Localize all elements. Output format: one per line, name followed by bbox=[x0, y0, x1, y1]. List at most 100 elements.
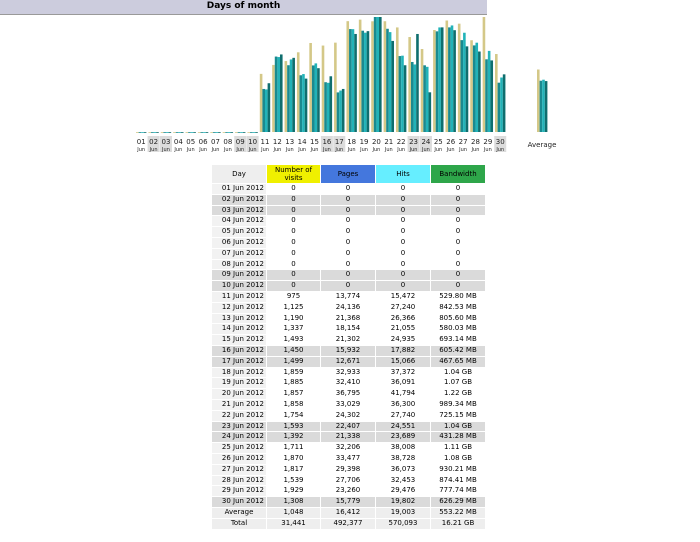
table-row: 22 Jun 2012 1,754 24,302 27,740 725.15 MB bbox=[211, 409, 486, 422]
bar-bandwidth bbox=[440, 27, 444, 133]
bar-hits bbox=[339, 90, 342, 132]
bar-hits bbox=[388, 32, 392, 132]
bandwidth-cell: 874.41 MB bbox=[430, 474, 486, 487]
bandwidth-cell: 1.08 GB bbox=[430, 452, 486, 465]
hits-cell: 0 bbox=[375, 236, 431, 249]
table-row: 17 Jun 2012 1,499 12,671 15,066 467.65 MB bbox=[211, 355, 486, 368]
bandwidth-cell: 777.74 MB bbox=[430, 485, 486, 498]
weekend-highlight bbox=[407, 136, 420, 152]
bar-pages bbox=[262, 88, 265, 132]
table-row: 19 Jun 2012 1,885 32,410 36,091 1.07 GB bbox=[211, 377, 486, 390]
bar-pages bbox=[386, 28, 389, 132]
bar-number-of-visits bbox=[272, 64, 275, 132]
table-row: 11 Jun 2012 975 13,774 15,472 529.80 MB bbox=[211, 290, 486, 303]
x-tick-sublabel: Jun bbox=[235, 147, 244, 153]
table-row: 04 Jun 2012 0 0 0 0 bbox=[211, 215, 486, 228]
bar-pages bbox=[274, 56, 278, 133]
day-cell: 27 Jun 2012 bbox=[211, 463, 267, 476]
pages-cell: 0 bbox=[320, 236, 376, 249]
visits-cell: 1,392 bbox=[266, 431, 321, 444]
bar-pages bbox=[435, 31, 439, 133]
day-cell: 11 Jun 2012 bbox=[211, 290, 267, 303]
bar-number-of-visits bbox=[284, 61, 288, 133]
day-cell: 23 Jun 2012 bbox=[211, 420, 267, 433]
bar-hits bbox=[326, 82, 330, 132]
bandwidth-cell: 529.80 MB bbox=[430, 290, 486, 303]
bar-bandwidth bbox=[391, 40, 394, 132]
bandwidth-cell: 626.29 MB bbox=[430, 496, 486, 508]
bar-average-number-of-visits bbox=[537, 69, 540, 132]
bar-hits bbox=[450, 25, 454, 132]
total-row: Total 31,441 492,377 570,093 16.21 GB bbox=[211, 517, 486, 530]
bar-bandwidth bbox=[317, 68, 320, 132]
bar-hits bbox=[265, 89, 268, 132]
visits-cell: 0 bbox=[266, 193, 321, 206]
day-cell: 07 Jun 2012 bbox=[211, 247, 267, 260]
visits-cell: 0 bbox=[266, 183, 321, 195]
visits-cell: 0 bbox=[266, 258, 321, 271]
pages-cell: 33,029 bbox=[320, 398, 376, 411]
bar-hits bbox=[364, 32, 367, 132]
table-row: 23 Jun 2012 1,593 22,407 24,551 1.04 GB bbox=[211, 420, 486, 433]
pages-cell: 15,932 bbox=[320, 344, 376, 357]
pages-cell: 29,398 bbox=[320, 463, 376, 476]
bar-bandwidth bbox=[366, 31, 370, 132]
hits-cell: 32,453 bbox=[375, 474, 431, 487]
table-row: 07 Jun 2012 0 0 0 0 bbox=[211, 247, 486, 260]
day-cell: 10 Jun 2012 bbox=[211, 280, 267, 292]
x-tick-label: 01 bbox=[137, 138, 146, 146]
bandwidth-cell: 1.07 GB bbox=[430, 377, 486, 390]
x-tick-label: 12 bbox=[273, 138, 282, 146]
x-tick-sublabel: Jun bbox=[310, 147, 319, 153]
bar-pages bbox=[398, 56, 402, 132]
bar-number-of-visits bbox=[482, 17, 486, 132]
x-tick-sublabel: Jun bbox=[396, 147, 405, 153]
bar-number-of-visits bbox=[173, 132, 176, 133]
hits-cell: 36,300 bbox=[375, 398, 431, 411]
x-tick-label: 02 bbox=[149, 138, 158, 146]
visits-cell: 1,190 bbox=[266, 312, 321, 325]
bar-number-of-visits bbox=[334, 42, 337, 132]
x-tick-sublabel: Jun bbox=[149, 147, 158, 153]
x-tick-label: 06 bbox=[199, 138, 208, 146]
x-tick-sublabel: Jun bbox=[409, 147, 418, 153]
x-tick-sublabel: Jun bbox=[421, 147, 430, 153]
table-row: 26 Jun 2012 1,870 33,477 38,728 1.08 GB bbox=[211, 452, 486, 465]
x-tick-sublabel: Jun bbox=[322, 147, 331, 153]
visits-cell: 1,593 bbox=[266, 420, 321, 433]
x-tick-label: 23 bbox=[409, 138, 418, 146]
bar-pages bbox=[448, 27, 451, 133]
visits-cell: 1,929 bbox=[266, 485, 321, 498]
bar-pages bbox=[497, 82, 501, 132]
day-cell: 13 Jun 2012 bbox=[211, 312, 267, 325]
weekend-highlight bbox=[494, 136, 507, 152]
hits-cell: 15,472 bbox=[375, 290, 431, 303]
header-bandwidth: Bandwidth bbox=[430, 164, 486, 184]
visits-cell: 1,858 bbox=[266, 398, 321, 411]
bar-average-hits bbox=[542, 79, 545, 132]
chart-title: Days of month bbox=[206, 1, 281, 11]
pages-cell: 0 bbox=[320, 258, 376, 271]
bandwidth-cell: 0 bbox=[430, 269, 486, 282]
bar-hits bbox=[376, 17, 380, 132]
x-tick-sublabel: Jun bbox=[334, 147, 343, 153]
bar-bandwidth bbox=[453, 30, 456, 133]
days-table: Day Number of visits Pages Hits Bandwidt… bbox=[211, 164, 486, 530]
hits-cell: 0 bbox=[375, 269, 431, 282]
table-row: 16 Jun 2012 1,450 15,932 17,882 605.42 MB bbox=[211, 344, 486, 357]
bar-bandwidth bbox=[329, 76, 333, 132]
bandwidth-cell: 0 bbox=[430, 204, 486, 217]
pages-cell: 0 bbox=[320, 280, 376, 292]
day-cell: 14 Jun 2012 bbox=[211, 323, 267, 336]
day-cell: Total bbox=[211, 517, 267, 530]
table-row: 24 Jun 2012 1,392 21,338 23,689 431.28 MB bbox=[211, 431, 486, 444]
header-visits: Number of visits bbox=[266, 164, 321, 184]
bar-hits bbox=[401, 55, 404, 132]
bar-number-of-visits bbox=[210, 132, 213, 133]
bar-number-of-visits bbox=[222, 132, 226, 133]
day-cell: 12 Jun 2012 bbox=[211, 301, 267, 314]
day-cell: 19 Jun 2012 bbox=[211, 377, 267, 390]
header-day: Day bbox=[211, 164, 267, 184]
hits-cell: 36,091 bbox=[375, 377, 431, 390]
bar-pages bbox=[349, 29, 352, 132]
